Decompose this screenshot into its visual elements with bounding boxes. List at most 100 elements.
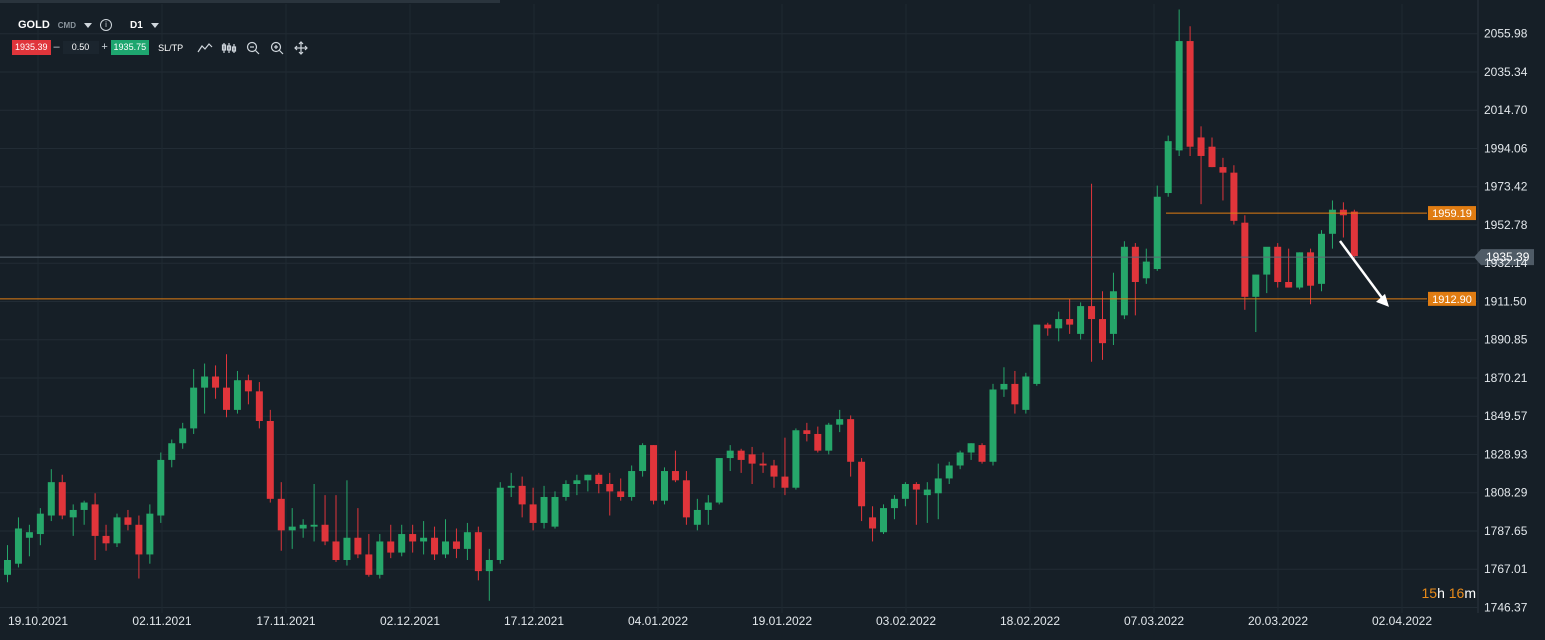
candle-bull: [573, 480, 581, 485]
candles-icon[interactable]: [219, 40, 239, 55]
candle-bull: [584, 474, 592, 481]
countdown-m: m: [1464, 585, 1476, 601]
candle-bear: [869, 517, 877, 529]
level-label: 1912.90: [1432, 294, 1472, 306]
down-arrow-icon: [1338, 240, 1389, 307]
zoom-out-icon[interactable]: [243, 40, 263, 55]
candle-bull: [398, 534, 406, 553]
time-axis[interactable]: 19.10.2021 02.11.2021 17.11.2021 02.12.2021…: [8, 614, 1432, 628]
candle-bull: [628, 471, 636, 497]
candle-bull: [693, 509, 701, 525]
timeframe-selector[interactable]: D1: [130, 19, 143, 31]
info-icon[interactable]: i: [100, 19, 112, 31]
candle-bear: [1285, 281, 1293, 288]
candle-bull: [343, 537, 351, 560]
level-label-bg: [1428, 291, 1476, 306]
candle-bear: [409, 534, 417, 542]
price-tick-label: 1787.65: [1484, 524, 1528, 538]
candle-bear: [135, 524, 143, 555]
price-tick-label: 1746.37: [1484, 600, 1528, 614]
symbol-label[interactable]: GOLD: [18, 19, 50, 31]
candle-bear: [737, 450, 745, 460]
price-tick-label: 2014.70: [1484, 103, 1528, 117]
date-tick-label: 20.03.2022: [1248, 614, 1308, 628]
lot-size-field[interactable]: 0.50: [62, 41, 99, 54]
candle-bear: [452, 541, 460, 549]
candle-bull: [1328, 209, 1336, 234]
candle-bull: [113, 517, 121, 544]
candle-bear: [321, 524, 329, 542]
candle-bear: [1307, 252, 1315, 286]
candle-bear: [912, 484, 920, 490]
candle-bear: [354, 537, 362, 555]
candle-bull: [923, 489, 931, 496]
sell-button[interactable]: 1935.39: [12, 40, 51, 55]
candle-bear: [1208, 146, 1216, 168]
date-tick-label: 04.01.2022: [628, 614, 688, 628]
candle-bull: [36, 513, 44, 535]
candle-bear: [223, 387, 230, 410]
candle-bull: [639, 445, 647, 472]
candles-layer: [4, 9, 1358, 601]
candle-bull: [934, 478, 942, 494]
candle-bull: [989, 389, 997, 462]
candle-bear: [748, 454, 756, 464]
candle-bull: [485, 559, 493, 572]
date-tick-label: 02.04.2022: [1372, 614, 1432, 628]
candle-bear: [387, 541, 395, 553]
instrument-header: GOLD CMD i D1: [18, 16, 159, 34]
candle-bull: [956, 452, 964, 466]
line-chart-icon[interactable]: [195, 40, 215, 55]
caret-down-icon[interactable]: [84, 22, 92, 28]
candle-bear: [529, 504, 537, 523]
candle-bull: [190, 387, 198, 429]
price-axis[interactable]: 2055.98 2035.34 2014.70 1994.06 1973.42 1952.…: [1484, 27, 1528, 615]
crosshair-icon[interactable]: [291, 40, 311, 55]
candle-bear: [332, 541, 340, 560]
candle-bear: [978, 445, 986, 462]
candle-bear: [770, 465, 778, 477]
candle-bull: [507, 485, 515, 488]
zoom-in-icon[interactable]: [267, 40, 287, 55]
countdown-timer: 15h 16m: [1421, 585, 1476, 601]
candle-bear: [1339, 209, 1347, 216]
arrow-shaft: [1338, 240, 1387, 303]
lot-increase-button[interactable]: +: [101, 41, 108, 53]
candle-bear: [1088, 306, 1096, 320]
caret-down-icon[interactable]: [150, 22, 159, 28]
candle-bull: [1164, 141, 1172, 194]
candle-bull: [146, 513, 154, 555]
candle-bear: [650, 445, 658, 501]
candle-bull: [299, 524, 307, 529]
candle-bear: [1350, 211, 1358, 257]
date-tick-label: 17.11.2021: [256, 614, 315, 628]
lot-decrease-button[interactable]: –: [53, 41, 60, 53]
trade-panel: 1935.39 – 0.50 + 1935.75 SL/TP: [12, 40, 311, 55]
candle-bull: [551, 496, 559, 527]
price-tick-label: 1911.50: [1484, 294, 1527, 308]
candle-bear: [781, 476, 789, 488]
candle-bull: [376, 541, 384, 575]
candle-bull: [1120, 246, 1128, 316]
candle-bear: [814, 433, 822, 451]
price-tick-label: 2035.34: [1484, 65, 1528, 79]
candle-bear: [1131, 246, 1139, 282]
candle-bear: [1274, 246, 1282, 282]
candle-bull: [157, 459, 165, 516]
candle-bear: [102, 535, 110, 544]
candle-bull: [1022, 376, 1030, 410]
candle-bear: [1066, 319, 1074, 325]
candle-bull: [1033, 324, 1041, 384]
countdown-hours: 15: [1421, 585, 1437, 601]
candle-bull: [201, 376, 209, 388]
candle-bear: [1186, 41, 1194, 147]
candle-bull: [69, 509, 77, 518]
price-tick-label: 1767.01: [1484, 562, 1528, 576]
sltp-button[interactable]: SL/TP: [158, 42, 184, 53]
top-strip: [0, 0, 500, 3]
price-tick-label: 1828.93: [1484, 447, 1528, 461]
buy-button[interactable]: 1935.75: [110, 40, 150, 55]
candle-bull: [1077, 306, 1085, 334]
price-tick-label: 1973.42: [1484, 180, 1528, 194]
